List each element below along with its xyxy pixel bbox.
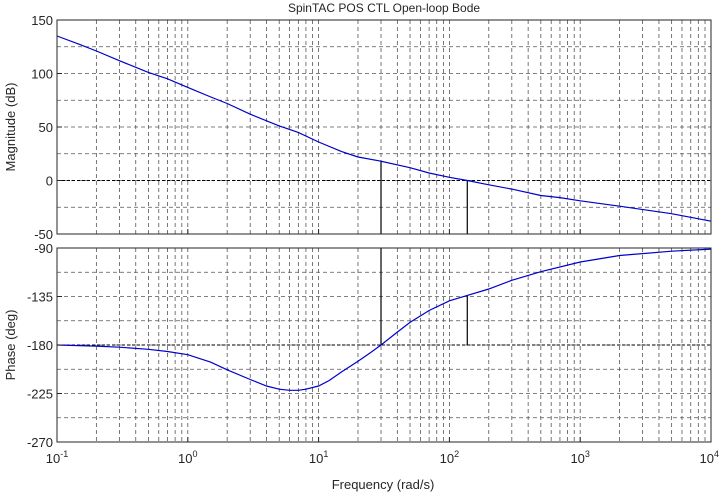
xtick-label: 10-1: [46, 449, 68, 466]
magnitude-grid: [57, 20, 711, 234]
magnitude-ytick-label: 50: [39, 120, 53, 135]
magnitude-ytick-label: 0: [46, 174, 53, 189]
phase-panel: -90 -135 -180 -225 -270 Phase (deg): [3, 241, 712, 450]
phase-ytick-label: -90: [34, 241, 53, 256]
phase-ylabel: Phase (deg): [3, 310, 18, 381]
magnitude-ytick-label: 150: [31, 13, 53, 28]
x-axis-label: Frequency (rad/s): [332, 477, 435, 492]
phase-ytick-label: -225: [27, 387, 53, 402]
chart-title: SpinTAC POS CTL Open-loop Bode: [288, 1, 480, 15]
xtick-label: 103: [570, 449, 589, 466]
phase-curve: [56, 248, 712, 391]
magnitude-markers: [380, 161, 468, 234]
xtick-label: 100: [178, 449, 197, 466]
phase-markers: [380, 248, 468, 345]
x-tick-labels: 10-1 100 101 102 103 104: [46, 229, 719, 466]
magnitude-ytick-label: -50: [34, 227, 53, 242]
magnitude-curve: [56, 35, 712, 222]
phase-ytick-label: -180: [27, 338, 53, 353]
magnitude-ytick-label: 100: [31, 67, 53, 82]
magnitude-y-ticks: 150 100 50 0 -50: [31, 13, 62, 242]
magnitude-panel: 150 100 50 0 -50 Magnitude (dB): [3, 13, 712, 242]
xtick-label: 101: [309, 449, 328, 466]
phase-ytick-label: -135: [27, 290, 53, 305]
xtick-label: 102: [440, 449, 459, 466]
phase-y-ticks: -90 -135 -180 -225 -270: [27, 241, 62, 450]
phase-grid: [57, 248, 711, 442]
phase-ytick-label: -270: [27, 435, 53, 450]
xtick-label: 104: [700, 449, 719, 466]
magnitude-ylabel: Magnitude (dB): [3, 83, 18, 172]
